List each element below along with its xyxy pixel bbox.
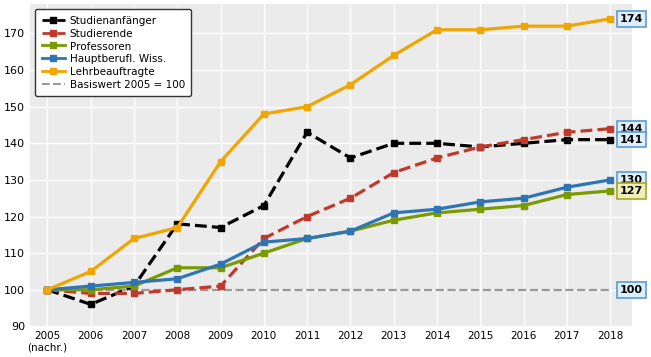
Legend: Studienanfänger, Studierende, Professoren, Hauptberufl. Wiss., Lehrbeauftragte, : Studienanfänger, Studierende, Professore… [35, 9, 191, 96]
Text: 144: 144 [620, 124, 643, 134]
Text: 100: 100 [620, 285, 643, 295]
Text: 130: 130 [620, 175, 643, 185]
Text: 141: 141 [620, 135, 643, 145]
Text: 127: 127 [620, 186, 643, 196]
Text: 174: 174 [620, 14, 643, 24]
